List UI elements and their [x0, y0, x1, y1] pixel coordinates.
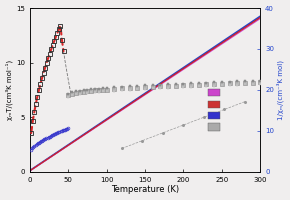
Y-axis label: χₘT/(cm³K mol⁻¹): χₘT/(cm³K mol⁻¹) [6, 60, 13, 120]
Bar [209, 112, 220, 119]
X-axis label: Temperature (K): Temperature (K) [111, 185, 179, 194]
Bar [209, 89, 220, 96]
Y-axis label: 1/χₘ/(cm⁻³K mol): 1/χₘ/(cm⁻³K mol) [277, 60, 284, 120]
Bar [209, 101, 220, 108]
Bar [209, 123, 220, 131]
